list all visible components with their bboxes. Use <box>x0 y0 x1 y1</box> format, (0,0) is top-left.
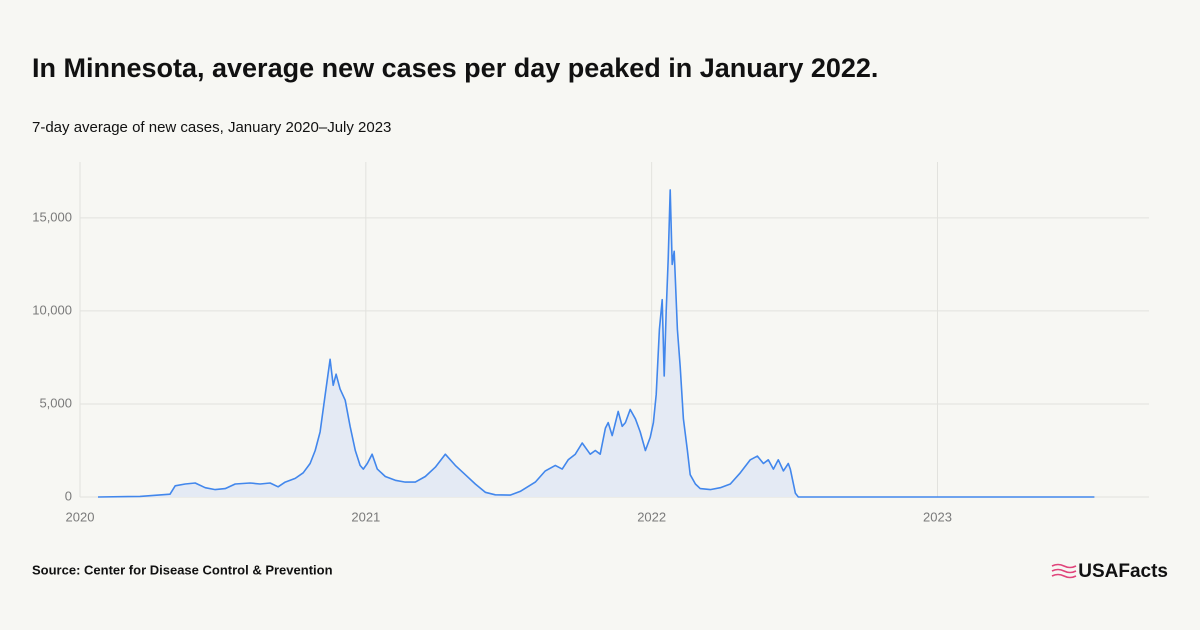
source: Source: Center for Disease Control & Pre… <box>32 562 333 577</box>
logo-icon <box>1051 563 1077 579</box>
y-tick-label: 10,000 <box>32 302 72 317</box>
area <box>98 189 1095 497</box>
x-tick-label: 2023 <box>923 509 952 524</box>
y-tick-label: 15,000 <box>32 209 72 224</box>
chart-title: In Minnesota, average new cases per day … <box>32 53 878 83</box>
line <box>97 189 1095 498</box>
x-tick-label: 2021 <box>351 509 380 524</box>
logo: USAFacts <box>1078 561 1168 582</box>
x-tick-label: 2020 <box>66 509 95 524</box>
x-tick-label: 2022 <box>637 509 666 524</box>
y-tick-label: 5,000 <box>39 395 72 410</box>
chart-subtitle: 7-day average of new cases, January 2020… <box>32 119 391 136</box>
y-tick-label: 0 <box>65 488 72 503</box>
